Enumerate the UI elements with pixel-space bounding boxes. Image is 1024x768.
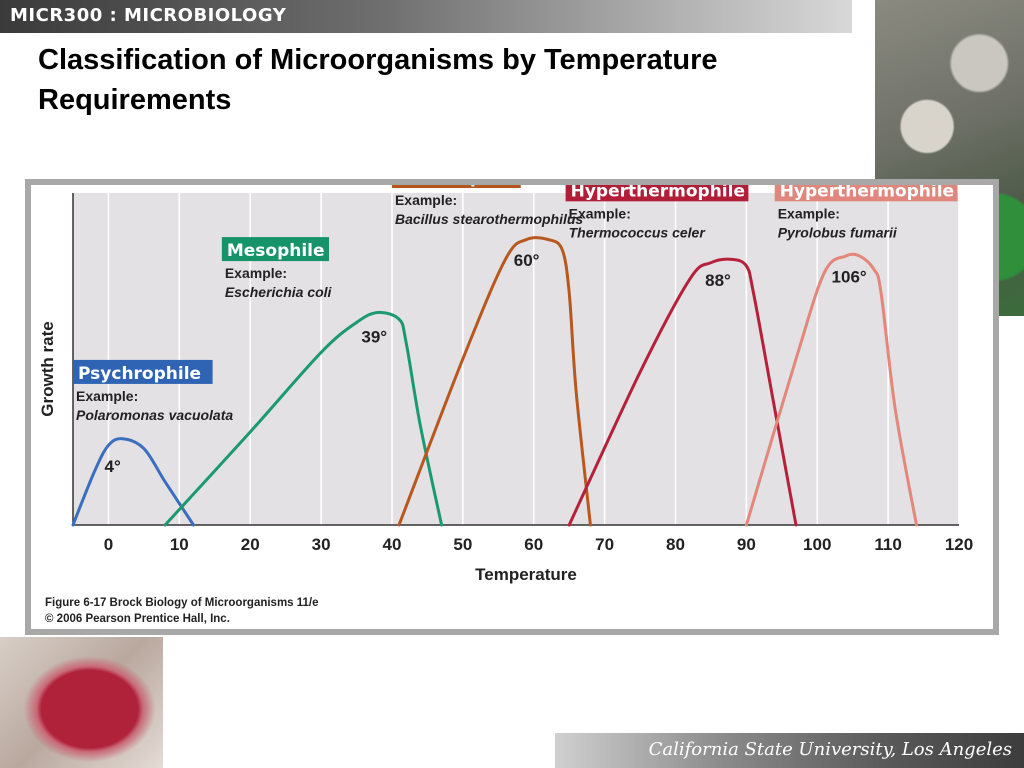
series-peak-label-0: 4° <box>105 457 121 476</box>
x-tick-label: 30 <box>312 535 331 554</box>
figure-panel: 0 10 20 30 40 50 60 70 80 90 100 110 120 Temperature G… <box>31 185 993 629</box>
x-tick-label: 10 <box>170 535 189 554</box>
series-label-box-1 <box>221 237 330 262</box>
series-name-4: Hyperthermophile <box>780 185 954 201</box>
series-name-0: Psychrophile <box>78 364 201 384</box>
series-example-species-0: Polaromonas vacuolata <box>76 407 233 423</box>
footer-bar: California State University, Los Angeles <box>555 733 1024 768</box>
series-label-box-3 <box>565 185 749 202</box>
series-example-label-2: Example: <box>395 192 457 208</box>
series-line-2 <box>397 236 592 527</box>
series-example-species-4: Pyrolobus fumarii <box>778 224 898 240</box>
series-label-box-2 <box>391 185 521 189</box>
figure-frame: 0 10 20 30 40 50 60 70 80 90 100 110 120 Temperature G… <box>25 179 999 635</box>
y-axis-title: Growth rate <box>38 321 57 416</box>
course-title: MICR300 : MICROBIOLOGY <box>10 5 287 26</box>
series-line-4 <box>744 252 918 527</box>
series-line-1 <box>163 310 444 527</box>
series-peak-label-2: 60° <box>514 251 540 270</box>
series-example-label-1: Example: <box>225 265 287 281</box>
figure-credit-line1: Figure 6-17 Brock Biology of Microorgani… <box>45 597 319 609</box>
growth-rate-chart: 0 10 20 30 40 50 60 70 80 90 100 110 120 Temperature G… <box>38 185 973 584</box>
plot-area <box>73 193 959 525</box>
x-axis-title: Temperature <box>475 565 577 584</box>
course-banner: MICR300 : MICROBIOLOGY <box>0 0 852 33</box>
series-peak-label-4: 106° <box>832 268 867 287</box>
x-tick-label: 90 <box>737 535 756 554</box>
x-tick-label: 110 <box>874 535 901 554</box>
series-example-label-0: Example: <box>76 388 138 404</box>
series-line-0 <box>71 437 195 527</box>
series-line-3 <box>567 257 798 527</box>
series-example-species-3: Thermococcus celer <box>569 224 707 240</box>
series-label-box-4 <box>774 185 958 202</box>
series-example-species-2: Bacillus stearothermophilus <box>395 211 583 227</box>
x-tick-label: 50 <box>453 535 472 554</box>
institution-name: California State University, Los Angeles <box>648 739 1012 760</box>
series-label-box-0 <box>73 359 213 384</box>
series-name-2: Thermophile <box>397 185 517 188</box>
series-peak-label-3: 88° <box>705 271 731 290</box>
x-tick-label: 0 <box>104 535 113 554</box>
x-tick-label: 70 <box>595 535 614 554</box>
x-tick-label: 100 <box>803 535 831 554</box>
series-example-species-1: Escherichia coli <box>225 284 333 300</box>
figure-credit-line2: © 2006 Pearson Prentice Hall, Inc. <box>45 613 230 625</box>
petri-dish-photo <box>0 637 163 768</box>
series-peak-label-1: 39° <box>361 327 387 346</box>
slide-title: Classification of Microorganisms by Temp… <box>38 44 718 116</box>
x-tick-label: 80 <box>666 535 685 554</box>
x-tick-label: 20 <box>241 535 260 554</box>
x-tick-label: 120 <box>945 535 973 554</box>
series-name-3: Hyperthermophile <box>571 185 745 201</box>
x-tick-label: 60 <box>524 535 543 554</box>
series-example-label-4: Example: <box>778 205 840 221</box>
x-tick-label: 40 <box>382 535 401 554</box>
series-name-1: Mesophile <box>227 241 325 261</box>
series-example-label-3: Example: <box>569 205 631 221</box>
